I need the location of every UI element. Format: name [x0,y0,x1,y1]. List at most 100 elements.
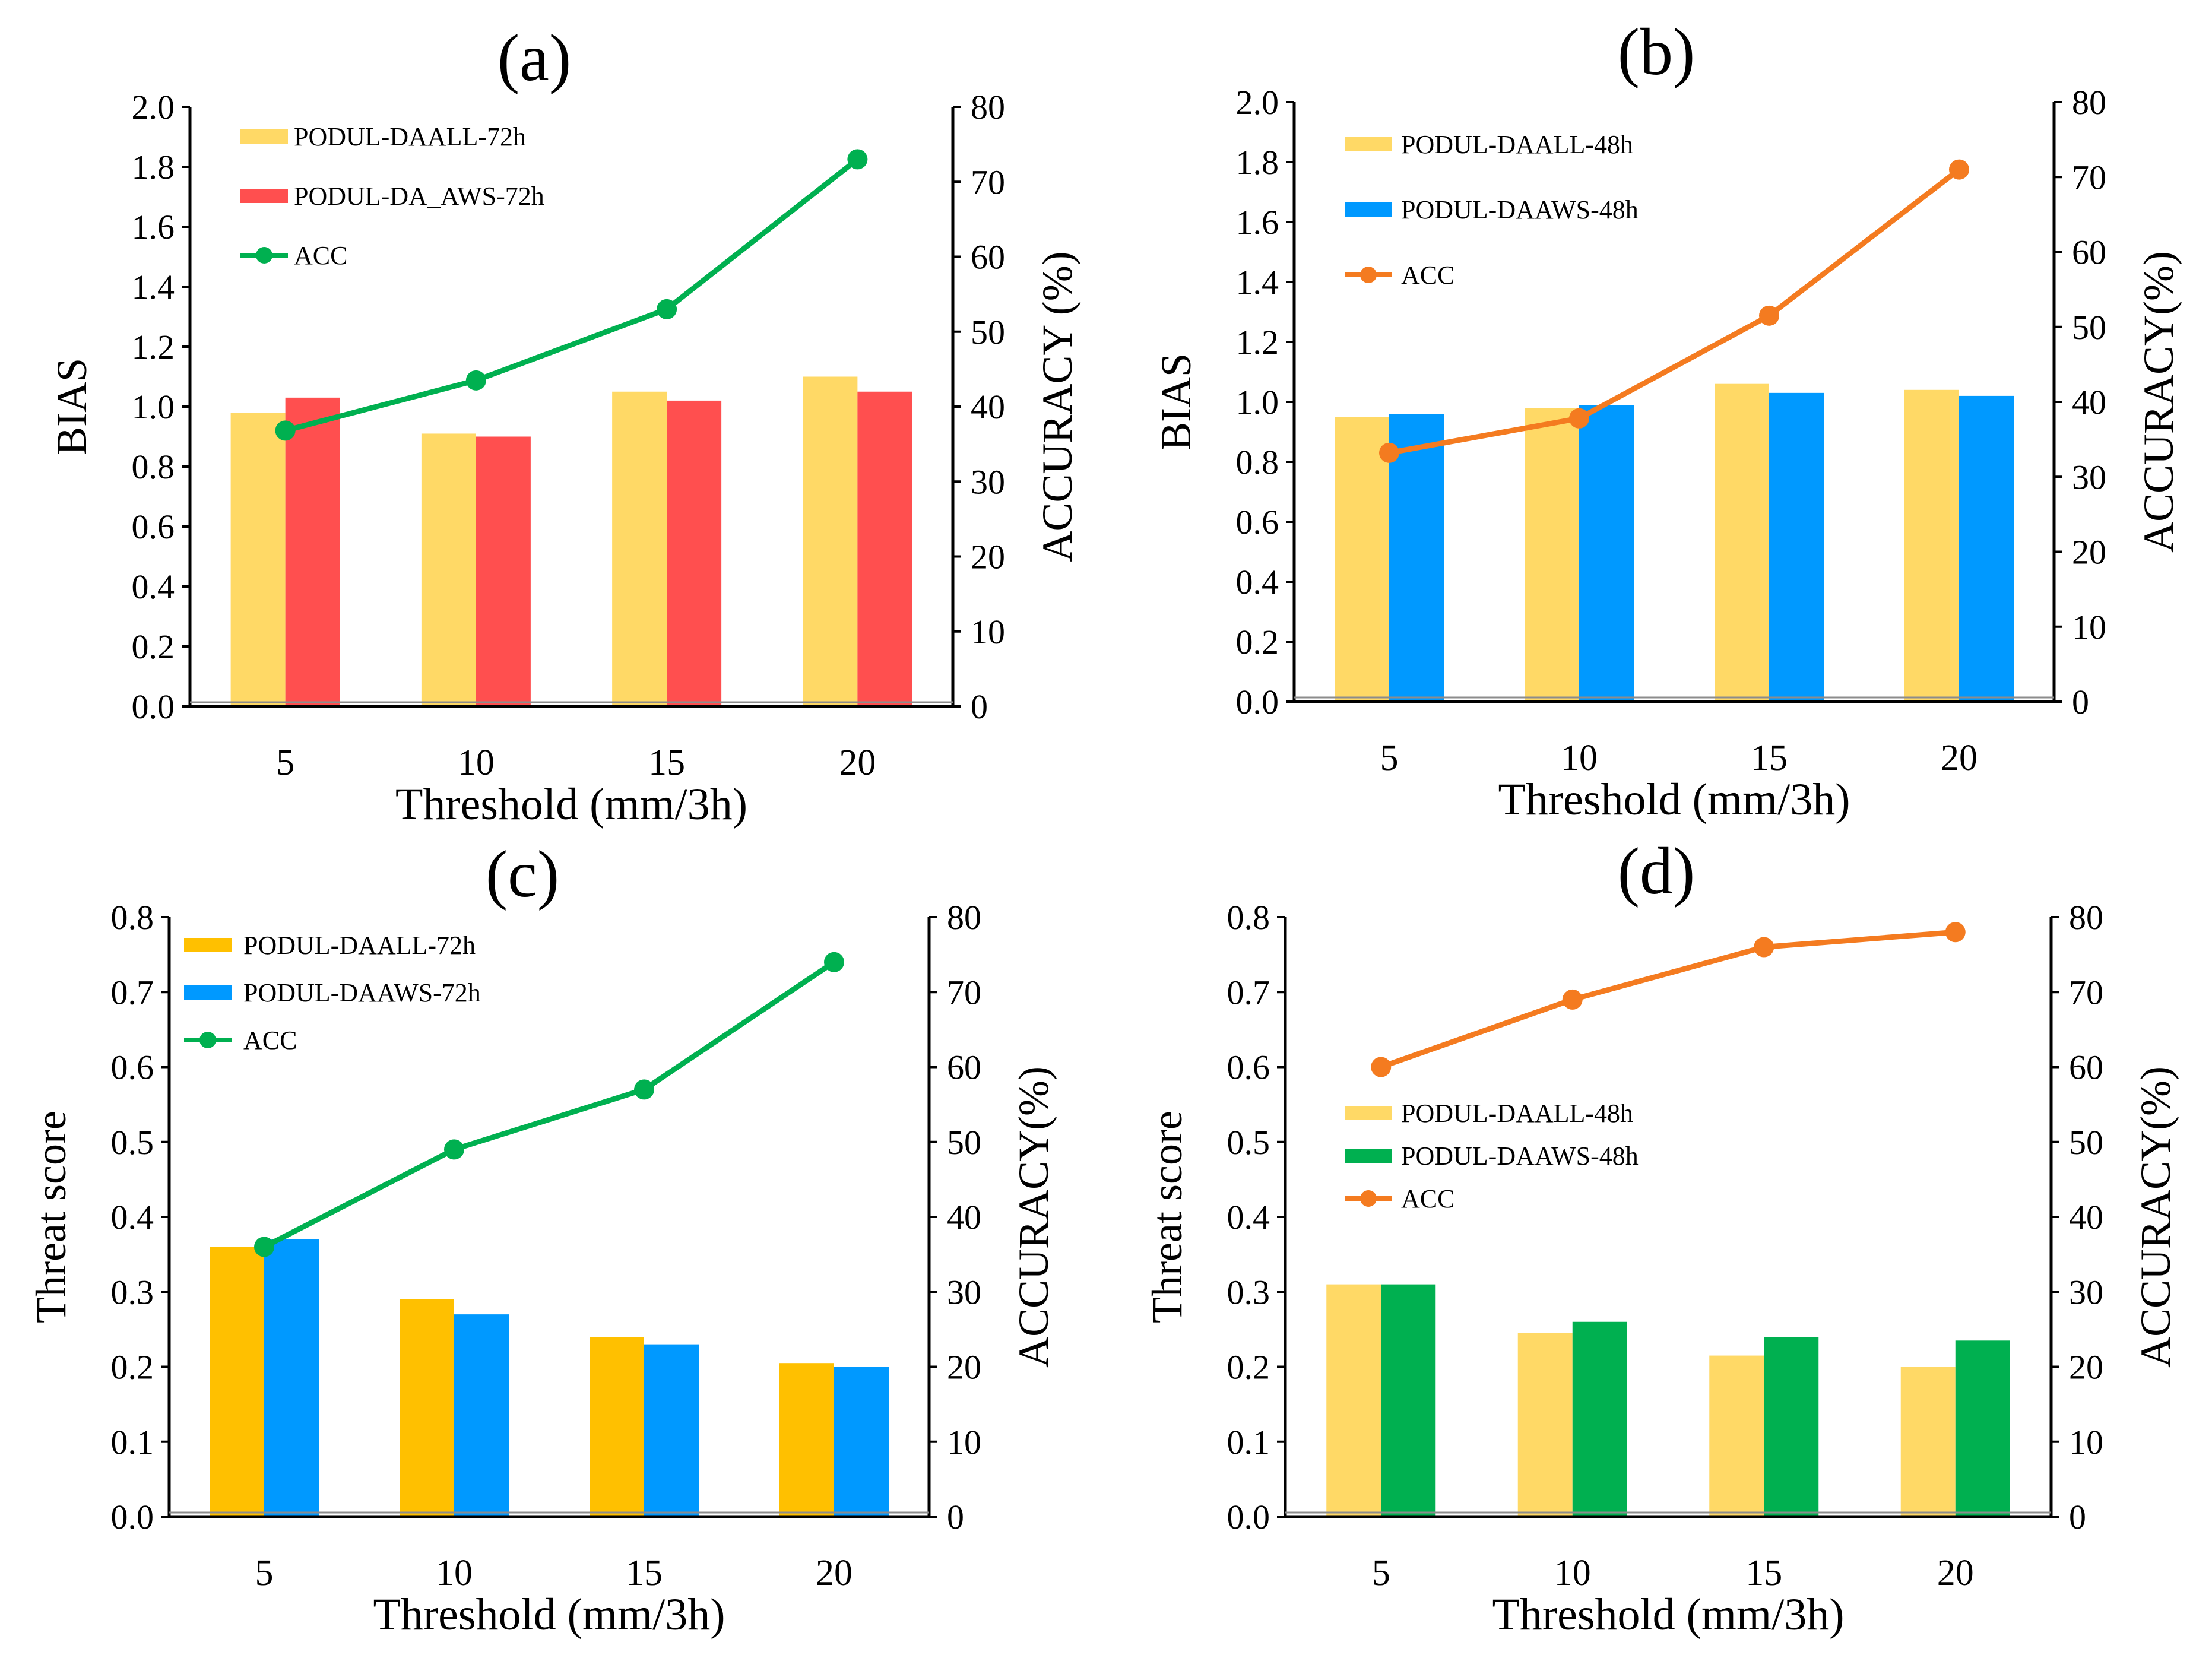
legend-label: PODUL-DA_AWS-72h [294,182,544,211]
left-tick-label: 0.6 [111,1048,154,1087]
right-tick-label: 30 [947,1273,981,1311]
legend-marker [1360,267,1377,283]
legend-label: ACC [1401,1184,1454,1213]
left-tick-label: 0.6 [1227,1048,1270,1087]
right-tick-label: 80 [971,88,1005,126]
left-tick-label: 0.3 [1227,1273,1270,1311]
y-axis-title-right: ACCURACY (%) [1034,251,1081,562]
bar-series2-15 [1769,392,1824,702]
right-tick-label: 50 [2069,1123,2103,1162]
bar-series2-20 [834,1367,889,1517]
right-tick-label: 10 [971,613,1005,651]
legend-label: PODUL-DAALL-72h [243,931,476,960]
left-tick-label: 1.8 [1236,143,1279,182]
left-tick-label: 1.0 [132,388,175,426]
left-tick-label: 2.0 [132,88,175,126]
left-tick-label: 0.4 [1227,1198,1270,1237]
x-tick-label: 15 [626,1553,663,1593]
acc-point-20 [1945,922,1966,943]
bar-series2-15 [1764,1337,1819,1517]
bar-series1-5 [1335,417,1389,702]
acc-point-15 [1754,937,1774,958]
acc-point-10 [1562,989,1583,1010]
bar-series1-20 [1904,389,1959,702]
bar-series2-10 [1579,405,1634,702]
legend-label: ACC [1401,261,1454,290]
right-tick-label: 70 [2069,973,2103,1012]
left-tick-label: 0.2 [111,1348,154,1387]
left-tick-label: 0.2 [1236,623,1279,661]
legend-swatch [1345,202,1392,217]
x-tick-label: 15 [648,743,685,783]
acc-point-20 [847,149,868,170]
x-tick-label: 15 [1751,738,1788,778]
bar-series2-15 [644,1344,699,1517]
right-tick-label: 40 [2069,1198,2103,1237]
legend-label: PODUL-DAAWS-72h [243,978,481,1007]
acc-point-5 [275,420,296,441]
panel-label: (c) [486,838,559,911]
legend-label: PODUL-DAALL-48h [1401,130,1633,159]
bar-series2-20 [1955,1340,2010,1517]
left-tick-label: 0.2 [1227,1348,1270,1387]
y-axis-title-right: ACCURACY(%) [2132,1066,2179,1368]
bar-series1-20 [803,376,858,706]
right-tick-label: 60 [2069,1048,2103,1087]
bar-series2-10 [454,1314,509,1517]
bar-series1-20 [779,1363,834,1517]
bar-series2-15 [667,400,722,706]
acc-point-10 [465,370,486,391]
bar-series2-10 [1572,1321,1627,1517]
legend-swatch [184,938,232,952]
x-axis-title: Threshold (mm/3h) [1492,1590,1844,1640]
left-tick-label: 1.4 [132,268,175,306]
panel-label: (a) [497,21,571,95]
left-tick-label: 0.1 [1227,1423,1270,1461]
bar-series2-20 [1959,395,2014,702]
chart-panel-4: (d) 0.0 0.1 0.2 0.3 0.4 0.5 0.6 0.7 0.8 0 10 20 30 40 5… [1143,835,2179,1640]
left-tick-label: 0.0 [1227,1498,1270,1536]
bar-series1-10 [400,1299,454,1517]
legend-label: PODUL-DAALL-72h [294,122,526,151]
y-axis-title: BIAS [48,358,96,455]
left-tick-label: 1.6 [132,208,175,246]
legend-marker [199,1032,216,1048]
right-tick-label: 70 [947,973,981,1012]
acc-point-5 [254,1237,274,1257]
left-tick-label: 0.0 [1236,683,1279,721]
x-tick-label: 5 [255,1553,274,1593]
left-tick-label: 1.6 [1236,203,1279,242]
acc-point-10 [1569,408,1589,429]
x-tick-label: 20 [1937,1553,1974,1593]
right-tick-label: 0 [947,1498,964,1536]
right-tick-label: 30 [971,462,1005,501]
legend-marker [256,247,272,264]
legend-swatch [1345,1106,1392,1120]
right-tick-label: 60 [971,238,1005,277]
right-tick-label: 80 [947,898,981,937]
legend-label: PODUL-DAAWS-48h [1401,195,1639,224]
right-tick-label: 50 [971,313,1005,351]
right-tick-label: 0 [2069,1498,2086,1536]
acc-point-20 [1949,159,1969,180]
left-tick-label: 0.1 [111,1423,154,1461]
right-tick-label: 0 [2072,683,2089,721]
left-tick-label: 0.6 [1236,503,1279,541]
legend-swatch [240,189,288,203]
bar-series1-10 [421,433,476,706]
right-tick-label: 40 [971,388,1005,426]
left-tick-label: 1.2 [1236,323,1279,362]
bar-series2-5 [1381,1284,1436,1517]
left-tick-label: 0.8 [111,898,154,937]
left-tick-label: 0.6 [132,508,175,546]
left-tick-label: 0.4 [111,1198,154,1237]
chart-panel-1: (a) 0.0 0.2 0.4 0.6 0.8 1.0 1.2 1.4 1.6 1.8 2.0 0 10 2… [48,21,1081,829]
left-tick-label: 0.4 [132,567,175,606]
legend-swatch [184,985,232,1000]
acc-point-15 [1759,305,1779,326]
right-tick-label: 30 [2069,1273,2103,1311]
right-tick-label: 0 [971,687,988,726]
x-tick-label: 10 [458,743,495,783]
acc-point-5 [1379,442,1399,463]
